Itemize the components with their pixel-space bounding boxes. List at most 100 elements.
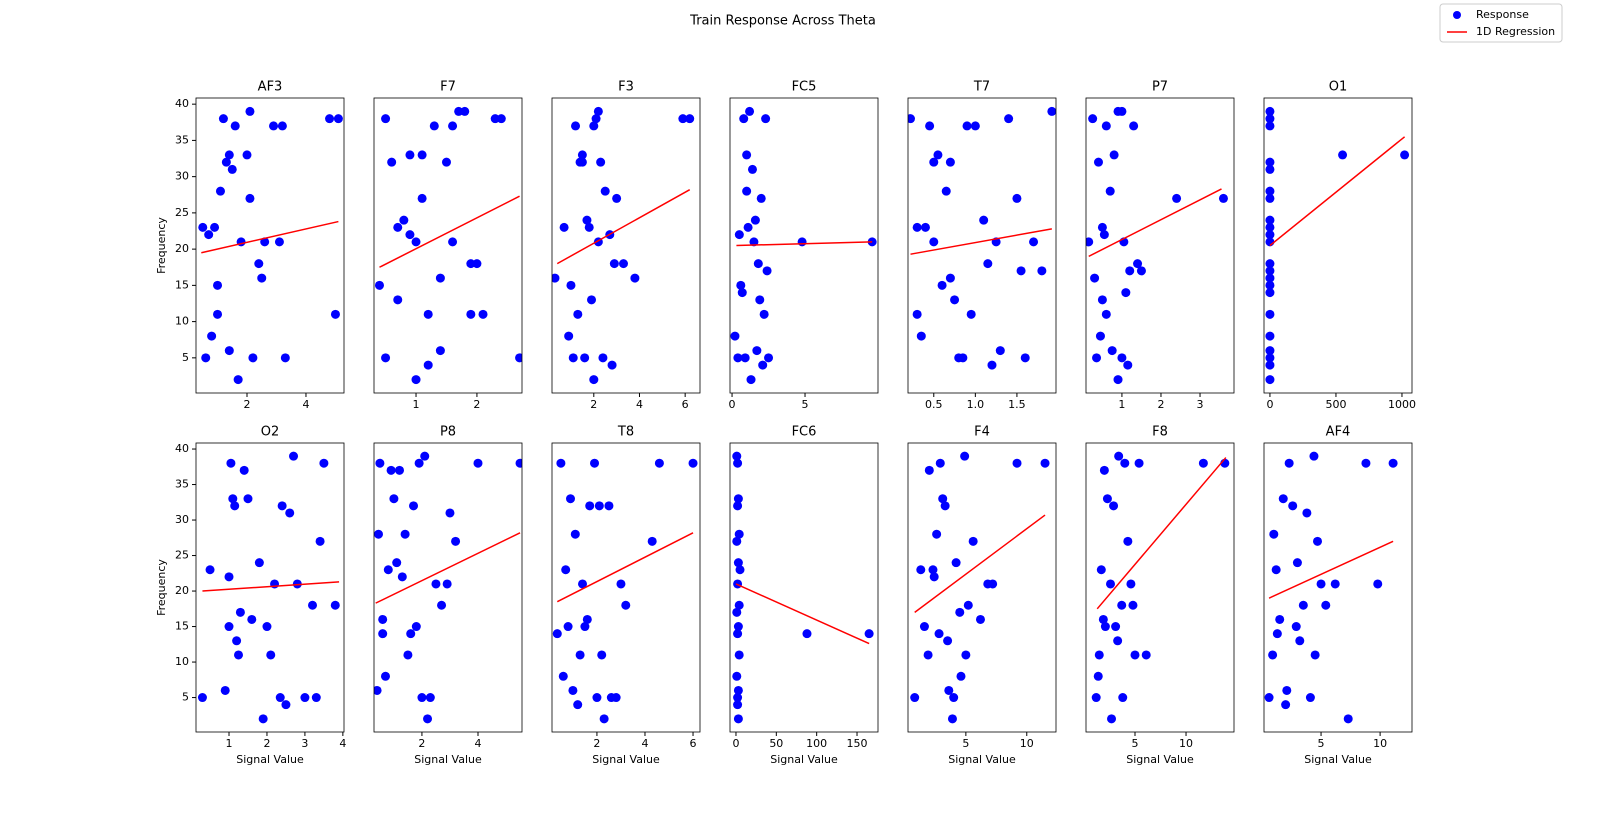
regression-line — [736, 241, 873, 247]
scatter-point — [411, 622, 421, 632]
scatter-point — [460, 106, 470, 116]
x-tick-label: 3 — [1197, 398, 1204, 411]
scatter-point — [932, 529, 942, 539]
scatter-point — [596, 157, 606, 167]
scatter-point — [975, 614, 985, 624]
regression-line — [556, 189, 691, 265]
scatter-point — [733, 622, 743, 632]
scatter-point — [732, 607, 742, 617]
scatter-point — [1330, 579, 1340, 589]
scatter-point — [280, 353, 290, 363]
scatter-point — [374, 529, 383, 539]
scatter-point — [733, 558, 743, 568]
scatter-point — [1097, 295, 1107, 305]
scatter-point — [224, 150, 234, 160]
y-tick-label: 30 — [175, 513, 189, 526]
scatter-point — [802, 629, 812, 639]
scatter-point — [604, 501, 614, 511]
scatter-point — [606, 693, 616, 703]
scatter-point — [1134, 458, 1144, 468]
scatter-point — [575, 650, 585, 660]
scatter-point — [688, 458, 698, 468]
scatter-point — [1040, 458, 1050, 468]
scatter-point — [1121, 288, 1131, 298]
scatter-point — [1126, 579, 1136, 589]
scatter-point — [393, 222, 403, 232]
scatter-point — [213, 280, 223, 290]
scatter-point — [451, 536, 461, 546]
scatter-point — [442, 579, 452, 589]
scatter-point — [1265, 230, 1275, 240]
scatter-point — [1265, 186, 1275, 196]
subplot: F8 5 10 Signal Value — [1085, 425, 1235, 766]
subplot-title: F3 — [618, 80, 634, 95]
scatter-point — [262, 622, 272, 632]
scatter-point — [1093, 671, 1103, 681]
scatter-point — [1298, 600, 1308, 610]
scatter-point — [737, 288, 747, 298]
scatter-point — [733, 501, 743, 511]
x-tick-label: 2 — [590, 398, 597, 411]
scatter-point — [1130, 650, 1140, 660]
scatter-point — [226, 458, 236, 468]
x-tick-label: 1.0 — [967, 398, 985, 411]
subplot: T8 2 4 6 Signal Value — [551, 425, 701, 766]
scatter-point — [1141, 650, 1151, 660]
scatter-point — [431, 579, 441, 589]
subplot: P7 1 2 3 — [1085, 80, 1235, 411]
x-tick-label: 2 — [244, 398, 251, 411]
scatter-point — [397, 572, 407, 582]
scatter-point — [587, 295, 597, 305]
scatter-point — [1278, 494, 1288, 504]
scatter-point — [995, 346, 1005, 356]
scatter-point — [960, 451, 970, 461]
scatter-point — [275, 693, 285, 703]
subplot: F7 1 2 — [373, 80, 523, 411]
scatter-point — [1111, 622, 1121, 632]
scatter-point — [963, 600, 973, 610]
scatter-point — [552, 273, 560, 283]
scatter-point — [207, 331, 217, 341]
scatter-point — [938, 494, 948, 504]
scatter-point — [515, 458, 522, 468]
scatter-point — [742, 150, 752, 160]
scatter-point — [248, 353, 258, 363]
x-tick-label: 5 — [1318, 737, 1325, 750]
scatter-point — [1269, 529, 1279, 539]
x-axis-label: Signal Value — [236, 753, 304, 766]
scatter-point — [742, 186, 752, 196]
subplot-title: FC5 — [792, 80, 817, 95]
regression-line — [910, 228, 1052, 255]
scatter-point — [1128, 600, 1138, 610]
scatter-point — [756, 193, 766, 203]
scatter-point — [242, 150, 252, 160]
y-tick-label: 10 — [175, 655, 189, 668]
scatter-point — [405, 150, 415, 160]
scatter-point — [1086, 237, 1094, 247]
regression-line — [375, 532, 521, 604]
x-axis-label: Signal Value — [414, 753, 482, 766]
scatter-point — [1288, 501, 1298, 511]
scatter-point — [747, 164, 757, 174]
scatter-point — [300, 693, 310, 703]
scatter-point — [585, 501, 595, 511]
scatter-point — [220, 685, 230, 695]
scatter-point — [411, 237, 421, 247]
scatter-point — [423, 360, 433, 370]
scatter-point — [411, 375, 421, 385]
scatter-point — [319, 458, 329, 468]
scatter-point — [1094, 650, 1104, 660]
x-tick-label: 1.5 — [1008, 398, 1026, 411]
scatter-point — [734, 600, 744, 610]
legend-marker — [1453, 11, 1461, 19]
scatter-point — [378, 614, 388, 624]
scatter-point — [733, 700, 743, 710]
x-tick-label: 1 — [1118, 398, 1125, 411]
scatter-point — [228, 494, 238, 504]
axes-frame — [551, 97, 701, 394]
scatter-point — [1123, 360, 1133, 370]
plot-area — [1091, 451, 1230, 724]
scatter-point — [598, 353, 608, 363]
scatter-point — [1102, 494, 1112, 504]
x-tick-label: 0.5 — [925, 398, 943, 411]
